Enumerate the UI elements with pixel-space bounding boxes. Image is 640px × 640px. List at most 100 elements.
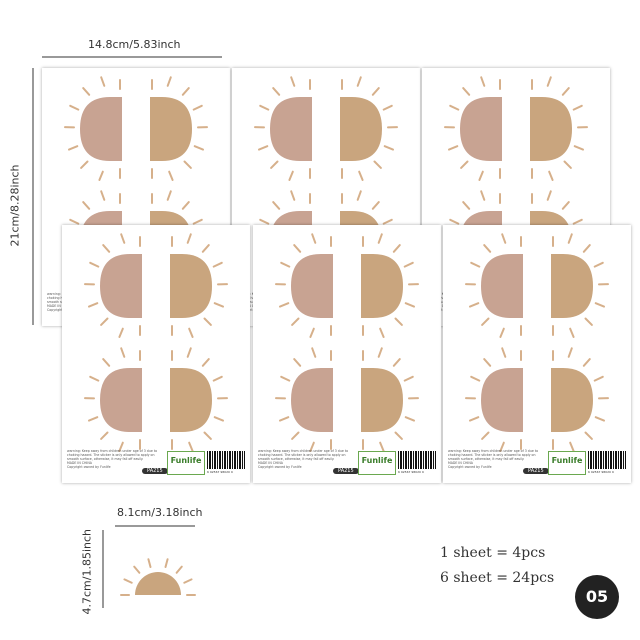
sun-ray bbox=[272, 201, 281, 210]
sun-ray bbox=[89, 261, 100, 268]
sun-ray bbox=[501, 233, 507, 244]
sun-ray bbox=[594, 302, 605, 308]
sun-ray bbox=[356, 76, 362, 87]
sample-sticker bbox=[120, 558, 196, 596]
sun-ray bbox=[203, 317, 212, 326]
sun-ray bbox=[98, 170, 104, 181]
sun-ray bbox=[203, 431, 212, 440]
sun-ray bbox=[379, 441, 385, 452]
sun-ray bbox=[279, 416, 290, 422]
sun-ray bbox=[584, 431, 593, 440]
sun-ray bbox=[88, 416, 99, 422]
sun-ray bbox=[280, 375, 291, 382]
sun-ray bbox=[188, 327, 194, 338]
sun-ray bbox=[567, 233, 573, 244]
sticker-sheet: warning: Keep away from children under a… bbox=[443, 225, 631, 483]
sun-ray bbox=[80, 160, 89, 169]
sun-ray bbox=[288, 170, 294, 181]
sun-ray bbox=[213, 416, 224, 422]
quantity-line-1: 1 sheet = 4pcs bbox=[440, 545, 546, 561]
sun-ray bbox=[183, 578, 193, 584]
sun-half-pink bbox=[80, 97, 122, 161]
sun-ray bbox=[563, 160, 572, 169]
sun-ray bbox=[201, 358, 210, 367]
sun-ray bbox=[293, 244, 302, 253]
sun-ray bbox=[501, 347, 507, 358]
sun-ray bbox=[192, 104, 203, 111]
sun-half-pink bbox=[460, 97, 502, 161]
sun-ray bbox=[356, 190, 362, 201]
sticker-height-label: 4.7cm/1.85inch bbox=[80, 528, 94, 615]
sun-half-tan bbox=[530, 97, 572, 161]
sun-ray bbox=[572, 218, 583, 225]
funlife-logo: Funlife bbox=[548, 451, 586, 475]
sun-ray bbox=[469, 416, 480, 422]
warning-text: warning: Keep away from children under a… bbox=[258, 449, 349, 469]
sun-ray bbox=[377, 233, 383, 244]
sun-half-tan bbox=[361, 254, 403, 318]
sun-ray bbox=[201, 244, 210, 253]
sun-ray bbox=[470, 261, 481, 268]
sun-ray bbox=[573, 145, 584, 151]
sun-half-tan bbox=[551, 368, 593, 432]
sun-ray bbox=[404, 302, 415, 308]
sun-ray bbox=[499, 441, 505, 452]
sun-ray bbox=[183, 160, 192, 169]
sun-ray bbox=[392, 358, 401, 367]
sun-ray bbox=[193, 145, 204, 151]
sun-ray bbox=[371, 87, 380, 96]
sheet-footer: warning: Keep away from children under a… bbox=[448, 449, 626, 479]
sun-half-pink bbox=[100, 368, 142, 432]
sun-ray bbox=[383, 145, 394, 151]
barcode bbox=[207, 451, 245, 469]
sun-ray bbox=[593, 375, 604, 382]
sun-ray bbox=[483, 244, 492, 253]
sun-ray bbox=[546, 190, 552, 201]
sun-ray bbox=[392, 244, 401, 253]
sun-stickers bbox=[275, 233, 419, 452]
sun-ray bbox=[69, 218, 80, 225]
sun-ray bbox=[102, 244, 111, 253]
product-code-badge: PA215 bbox=[142, 468, 168, 474]
sun-ray bbox=[481, 317, 490, 326]
sun-ray bbox=[561, 201, 570, 210]
sun-ray bbox=[147, 558, 152, 568]
sun-stickers bbox=[465, 233, 609, 452]
sun-ray bbox=[403, 375, 414, 382]
sun-ray bbox=[290, 76, 296, 87]
sun-ray bbox=[449, 218, 460, 225]
sun-ray bbox=[89, 375, 100, 382]
sun-ray bbox=[403, 261, 414, 268]
sun-ray bbox=[394, 431, 403, 440]
barcode-number: 6 92567 98020 9 bbox=[398, 470, 424, 474]
sun-ray bbox=[212, 375, 223, 382]
sun-ray bbox=[166, 76, 172, 87]
sun-ray bbox=[483, 358, 492, 367]
sun-ray bbox=[462, 87, 471, 96]
sun-ray bbox=[168, 170, 174, 181]
sun-ray bbox=[462, 201, 471, 210]
barcode bbox=[398, 451, 436, 469]
sun-ray bbox=[594, 416, 605, 422]
sun-ray bbox=[546, 76, 552, 87]
sun-ray bbox=[377, 347, 383, 358]
sun-ray bbox=[548, 170, 554, 181]
sun-ray bbox=[166, 190, 172, 201]
sun-ray bbox=[309, 441, 315, 452]
sun-ray bbox=[69, 104, 80, 111]
sun-half-tan bbox=[340, 97, 382, 161]
sheet-footer: warning: Keep away from children under a… bbox=[258, 449, 436, 479]
sun-ray bbox=[382, 218, 393, 225]
sun-half-pink bbox=[100, 254, 142, 318]
sun-ray bbox=[480, 76, 486, 87]
sun-ray bbox=[291, 317, 300, 326]
sheet-height-label: 21cm/8.28inch bbox=[8, 164, 22, 247]
barcode-number: 6 92567 98020 9 bbox=[207, 470, 233, 474]
sun-half-tan bbox=[361, 368, 403, 432]
sun-ray bbox=[118, 441, 124, 452]
sun-ray bbox=[561, 87, 570, 96]
sticker-width-label: 8.1cm/3.18inch bbox=[117, 506, 203, 519]
sun-ray bbox=[569, 327, 575, 338]
sun-ray bbox=[470, 375, 481, 382]
